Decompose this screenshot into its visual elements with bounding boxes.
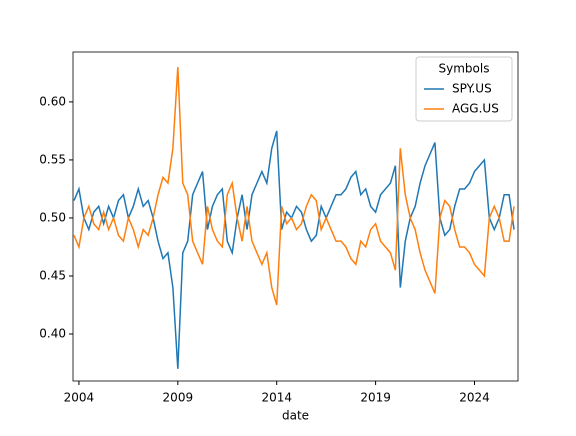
y-tick-label: 0.55 xyxy=(39,152,66,166)
legend-label: AGG.US xyxy=(452,102,499,116)
x-tick-label: 2024 xyxy=(459,391,490,405)
y-tick-label: 0.45 xyxy=(39,268,66,282)
y-tick-label: 0.60 xyxy=(39,94,66,108)
y-tick-label: 0.40 xyxy=(39,327,66,341)
plot-frame xyxy=(72,51,519,382)
legend-box xyxy=(415,56,513,122)
x-tick-label: 2004 xyxy=(64,391,95,405)
x-tick-label: 2009 xyxy=(163,391,194,405)
legend-label: SPY.US xyxy=(452,82,492,96)
line-series xyxy=(73,130,515,369)
line-series xyxy=(73,67,515,306)
x-axis-label: date xyxy=(282,409,309,423)
x-tick-label: 2019 xyxy=(360,391,391,405)
legend-title: Symbols xyxy=(439,62,490,76)
x-tick-label: 2014 xyxy=(261,391,292,405)
y-tick-label: 0.50 xyxy=(39,210,66,224)
